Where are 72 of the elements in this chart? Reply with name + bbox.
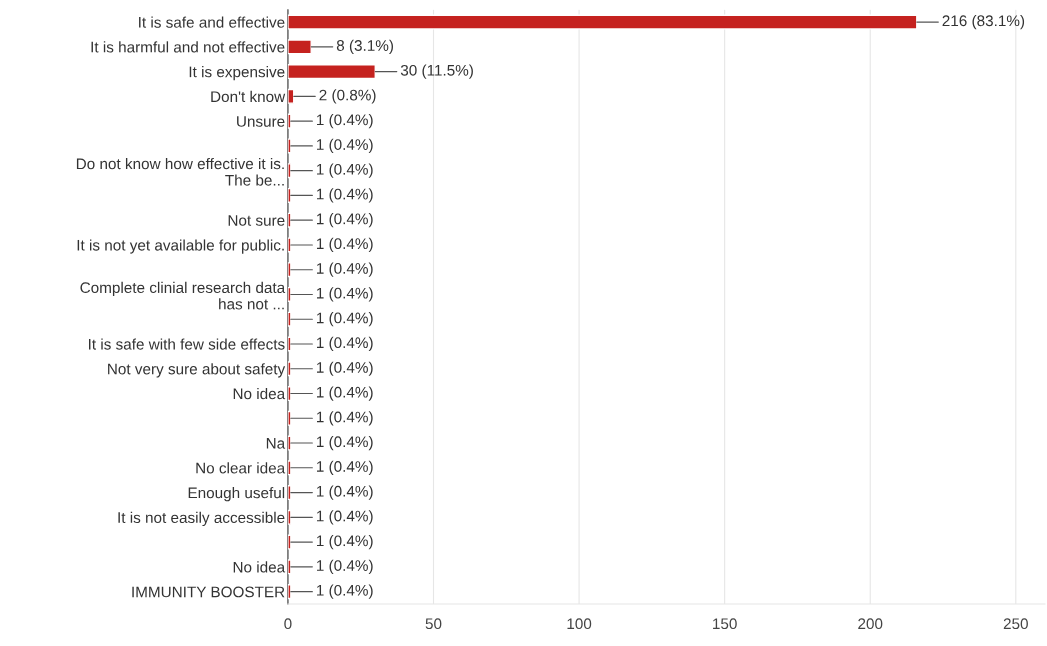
bar: [287, 14, 918, 30]
y-tick-label: No idea: [233, 561, 286, 573]
bar: [287, 584, 292, 600]
bar: [287, 386, 292, 402]
bar: [287, 212, 292, 228]
x-tick-label: 100: [567, 618, 592, 630]
data-label: 1 (0.4%): [317, 336, 373, 352]
data-label: 1 (0.4%): [317, 510, 373, 525]
y-tick-label: Do not know how effective it is. The be...: [76, 157, 284, 186]
bar: [287, 88, 295, 104]
data-label: 1 (0.4%): [317, 534, 373, 550]
bar: [287, 559, 292, 575]
data-label: 1 (0.4%): [317, 584, 373, 599]
data-label: 1 (0.4%): [317, 386, 373, 401]
data-label: 1 (0.4%): [317, 287, 373, 302]
data-label: 1 (0.4%): [317, 138, 373, 153]
bar: [287, 509, 292, 525]
y-tick-label: It is not easily accessible: [118, 511, 285, 527]
data-label: 1 (0.4%): [317, 361, 373, 376]
bar: [287, 138, 292, 154]
bar: [287, 163, 292, 179]
y-tick-label: Complete clinial research data has not ...: [80, 281, 286, 310]
bar: [287, 187, 292, 203]
data-label: 1 (0.4%): [317, 114, 373, 129]
data-label: 1 (0.4%): [317, 411, 373, 426]
bar: [287, 237, 292, 253]
data-label: 1 (0.4%): [317, 435, 373, 451]
y-tick-label: Enough useful: [188, 487, 285, 502]
x-tick-label: 200: [858, 618, 883, 630]
bar: [287, 286, 292, 302]
y-tick-label: No idea: [233, 387, 286, 400]
y-tick-label: No clear idea: [196, 462, 286, 474]
x-tick-label: 0: [284, 618, 292, 630]
bar: [287, 64, 376, 80]
data-label: 216 (83.1%): [942, 14, 1025, 30]
data-label: 1 (0.4%): [317, 460, 373, 475]
bar: [287, 336, 292, 352]
y-tick-label: Not sure: [228, 215, 285, 226]
data-label: 1 (0.4%): [317, 312, 373, 327]
bar: [287, 410, 292, 426]
bar: [287, 435, 292, 451]
y-tick-label: It is safe with few side effects: [88, 338, 285, 350]
y-tick-label: Not very sure about safety: [108, 363, 286, 378]
data-label: 2 (0.8%): [319, 89, 376, 104]
y-tick-label: IMMUNITY BOOSTER: [132, 586, 285, 598]
bar: [287, 361, 292, 377]
x-tick-label: 150: [713, 618, 737, 630]
y-tick-label: Unsure: [237, 116, 285, 127]
bar: [287, 39, 312, 55]
data-label: 1 (0.4%): [317, 188, 373, 203]
y-tick-label: It is expensive: [189, 66, 285, 81]
bar: [287, 113, 292, 129]
y-tick-label: Don't know: [211, 90, 286, 103]
data-label: 1 (0.4%): [317, 559, 373, 574]
data-label: 1 (0.4%): [317, 262, 373, 277]
data-label: 1 (0.4%): [317, 237, 373, 253]
bar: [287, 534, 292, 550]
data-label: 30 (11.5%): [400, 64, 473, 79]
bar: [287, 262, 292, 278]
y-tick-label: It is harmful and not effective: [91, 41, 285, 53]
data-label: 1 (0.4%): [317, 163, 373, 178]
y-tick-label: It is not yet available for public.: [77, 239, 284, 254]
bar: [287, 311, 292, 327]
x-tick-label: 250: [1003, 618, 1028, 630]
bar: [287, 460, 292, 476]
y-tick-label: It is safe and effective: [139, 16, 285, 28]
bar: [287, 485, 292, 501]
data-label: 1 (0.4%): [317, 485, 373, 500]
y-tick-label: Na: [266, 438, 286, 449]
data-label: 8 (3.1%): [336, 39, 394, 54]
x-tick-label: 50: [425, 618, 442, 630]
data-label: 1 (0.4%): [317, 213, 373, 228]
